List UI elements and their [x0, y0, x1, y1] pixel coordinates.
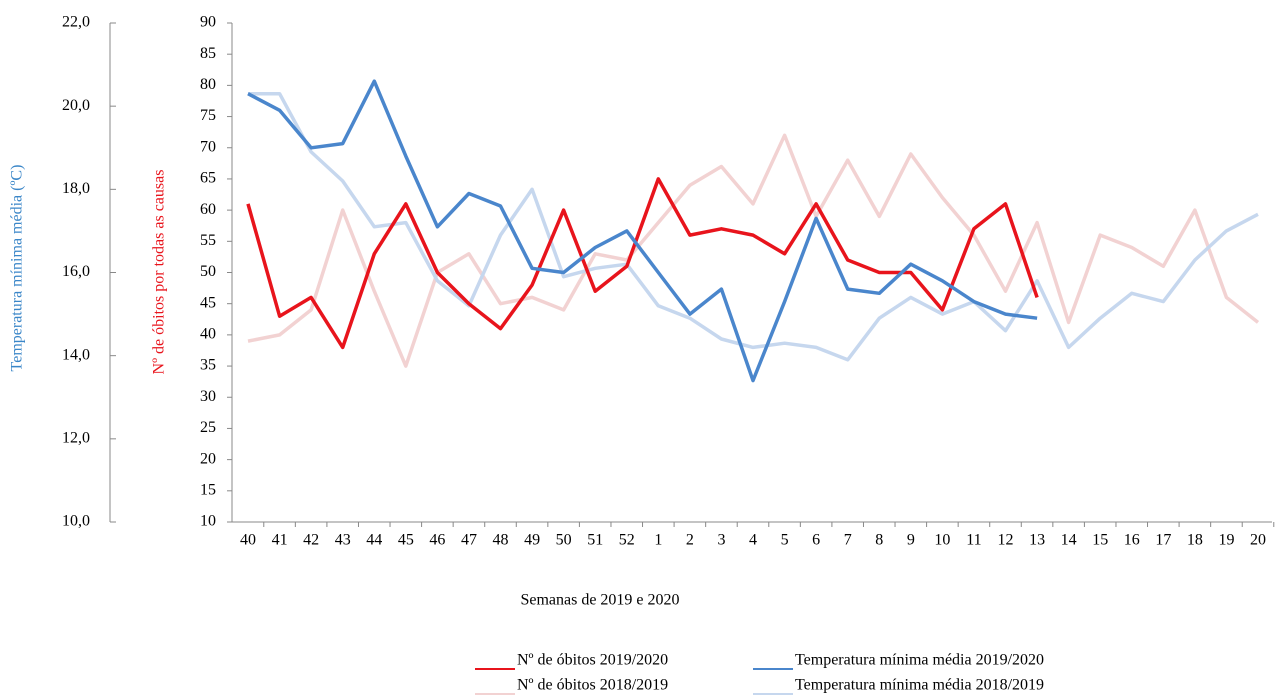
y-tick-label: 20: [200, 450, 216, 467]
x-tick-label: 51: [587, 532, 603, 549]
x-tick-label: 2: [686, 532, 694, 549]
x-tick-label: 13: [1029, 532, 1045, 549]
x-tick-label: 49: [524, 532, 540, 549]
series-line: [247, 79, 1038, 383]
x-tick-label: 46: [429, 532, 445, 549]
x-tick-label: 20: [1250, 532, 1266, 549]
x-tick-label: 43: [335, 532, 351, 549]
y-tick-label: 85: [200, 45, 216, 62]
x-axis-title: Semanas de 2019 e 2020: [520, 592, 679, 609]
y-tick-label: 15: [200, 481, 216, 498]
y2-tick-label: 18,0: [62, 180, 90, 197]
x-tick-label: 47: [461, 532, 477, 549]
y2-tick-label: 12,0: [62, 430, 90, 447]
x-tick-label: 4: [749, 532, 757, 549]
y-tick-label: 75: [200, 107, 216, 124]
y-tick-label: 30: [200, 388, 216, 405]
y-tick-label: 10: [200, 513, 216, 530]
legend-label: Temperatura mínima média 2018/2019: [795, 677, 1044, 694]
y-tick-label: 45: [200, 294, 216, 311]
y2-tick-label: 20,0: [62, 97, 90, 114]
x-tick-label: 3: [717, 532, 725, 549]
y-tick-label: 80: [200, 76, 216, 93]
x-tick-label: 9: [907, 532, 915, 549]
x-tick-label: 44: [366, 532, 382, 549]
y-tick-label: 25: [200, 419, 216, 436]
x-tick-label: 11: [966, 532, 981, 549]
legend-label: Nº de óbitos 2019/2020: [517, 652, 668, 669]
y-tick-label: 35: [200, 357, 216, 374]
x-tick-label: 5: [781, 532, 789, 549]
y-tick-label: 55: [200, 232, 216, 249]
x-tick-label: 1: [654, 532, 662, 549]
x-tick-label: 50: [556, 532, 572, 549]
y-tick-label: 90: [200, 14, 216, 31]
y2-tick-label: 22,0: [62, 14, 90, 31]
y2-axis-title: Temperatura mínima média (ºC): [9, 165, 26, 372]
y2-tick-label: 14,0: [62, 346, 90, 363]
series-line: [247, 133, 1260, 368]
y-axis-title: Nº de óbitos por todas as causas: [151, 170, 168, 375]
x-tick-label: 19: [1218, 532, 1234, 549]
x-tick-label: 18: [1187, 532, 1203, 549]
x-tick-label: 48: [493, 532, 509, 549]
y-tick-label: 65: [200, 170, 216, 187]
x-tick-label: 41: [272, 532, 288, 549]
x-tick-label: 7: [844, 532, 852, 549]
x-tick-label: 45: [398, 532, 414, 549]
x-tick-label: 40: [240, 532, 256, 549]
y2-tick-label: 10,0: [62, 513, 90, 530]
x-tick-label: 6: [812, 532, 820, 549]
legend-label: Nº de óbitos 2018/2019: [517, 677, 668, 694]
series-line: [248, 91, 1259, 362]
x-tick-label: 10: [934, 532, 950, 549]
y-tick-label: 60: [200, 201, 216, 218]
x-tick-label: 14: [1061, 532, 1077, 549]
y-tick-label: 70: [200, 138, 216, 155]
x-tick-label: 12: [998, 532, 1014, 549]
y-tick-label: 50: [200, 263, 216, 280]
x-tick-label: 16: [1124, 532, 1140, 549]
x-tick-label: 17: [1155, 532, 1171, 549]
y2-tick-label: 16,0: [62, 263, 90, 280]
x-tick-label: 52: [619, 532, 635, 549]
series-line: [246, 177, 1039, 350]
y-tick-label: 40: [200, 326, 216, 343]
legend-label: Temperatura mínima média 2019/2020: [795, 652, 1044, 669]
x-tick-label: 15: [1092, 532, 1108, 549]
x-tick-label: 8: [875, 532, 883, 549]
x-tick-label: 42: [303, 532, 319, 549]
